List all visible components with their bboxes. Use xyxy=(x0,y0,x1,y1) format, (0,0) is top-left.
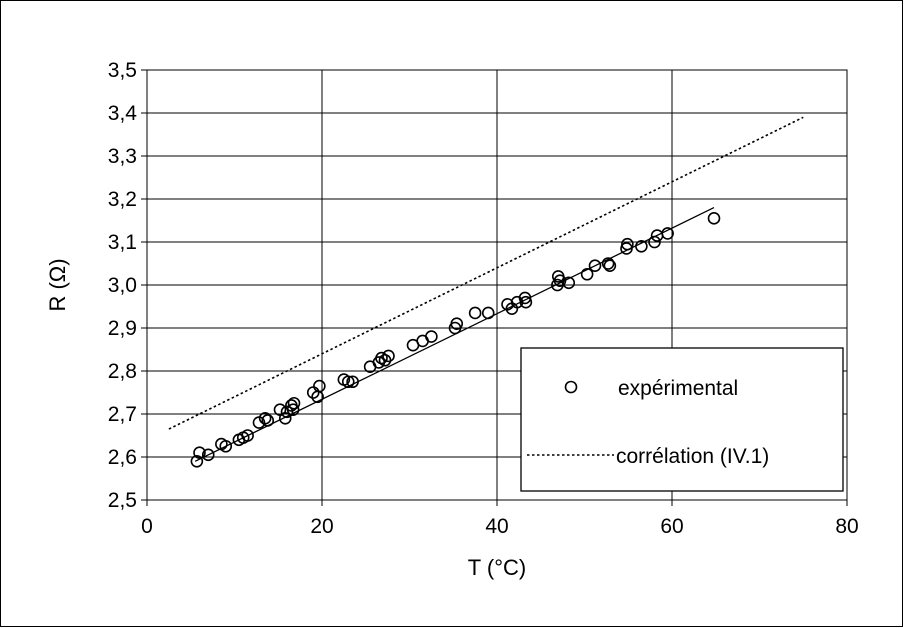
legend: expérimental corrélation (IV.1) xyxy=(520,347,844,492)
data-point-38 xyxy=(518,291,532,305)
data-point-53 xyxy=(661,227,674,240)
data-point-43 xyxy=(562,276,576,290)
data-point-42 xyxy=(553,274,567,288)
y-tick-label-1: 2,6 xyxy=(108,446,137,469)
data-point-50 xyxy=(635,240,648,253)
x-tick-label-1: 20 xyxy=(310,515,333,538)
y-tick-label-6: 3,1 xyxy=(108,231,137,254)
y-tick-label-2: 2,7 xyxy=(108,403,137,426)
data-point-30 xyxy=(425,330,438,343)
data-point-9 xyxy=(261,414,275,427)
y-tick-label-3: 2,8 xyxy=(108,360,137,383)
series xyxy=(168,116,804,468)
axes-ticks: 2,5 2,6 2,7 2,8 2,9 3,0 3,1 3,2 3,3 3,4 3,5 0 20 40 60… xyxy=(108,59,859,538)
data-point-45 xyxy=(588,259,602,272)
legend-box xyxy=(520,347,844,492)
y-axis-title: R (Ω) xyxy=(45,258,70,311)
data-point-44 xyxy=(580,267,594,281)
y-tick-label-9: 3,4 xyxy=(108,102,138,125)
y-tick-label-0: 2,5 xyxy=(108,489,137,512)
data-point-22 xyxy=(346,375,359,389)
data-point-33 xyxy=(468,306,482,320)
x-axis-title: T (°C) xyxy=(468,555,527,580)
x-tick-label-3: 60 xyxy=(660,515,683,538)
data-point-0 xyxy=(190,454,204,468)
data-point-2 xyxy=(201,448,215,462)
y-tick-label-8: 3,3 xyxy=(108,145,137,168)
data-point-1 xyxy=(193,446,206,460)
data-point-16 xyxy=(287,396,301,410)
data-point-48 xyxy=(620,242,633,255)
data-point-21 xyxy=(341,375,355,389)
x-tick-label-4: 80 xyxy=(835,515,858,538)
data-point-27 xyxy=(382,349,395,363)
data-point-12 xyxy=(278,411,292,425)
x-tick-label-0: 0 xyxy=(141,515,153,538)
y-tick-label-4: 2,9 xyxy=(108,317,137,340)
legend-label-experimental: expérimental xyxy=(618,377,738,400)
data-point-54 xyxy=(707,212,721,225)
x-tick-label-2: 40 xyxy=(485,515,508,538)
data-point-19 xyxy=(313,379,326,393)
data-point-46 xyxy=(601,257,615,270)
data-point-35 xyxy=(501,298,514,311)
data-point-7 xyxy=(241,429,254,442)
y-tick-label-5: 3,0 xyxy=(108,274,137,297)
data-point-49 xyxy=(621,237,634,251)
y-tick-label-7: 3,2 xyxy=(108,188,137,211)
data-point-51 xyxy=(648,235,661,249)
data-point-39 xyxy=(519,295,533,309)
data-point-10 xyxy=(258,411,272,425)
legend-marker-experimental xyxy=(564,380,578,394)
data-point-47 xyxy=(603,259,617,272)
data-point-4 xyxy=(219,439,233,453)
legend-label-correlation: corrélation (IV.1) xyxy=(616,445,769,468)
data-point-15 xyxy=(286,403,300,417)
data-point-13 xyxy=(280,405,294,419)
data-point-32 xyxy=(450,317,464,331)
data-point-34 xyxy=(481,306,495,320)
y-tick-label-10: 3,5 xyxy=(108,59,137,82)
